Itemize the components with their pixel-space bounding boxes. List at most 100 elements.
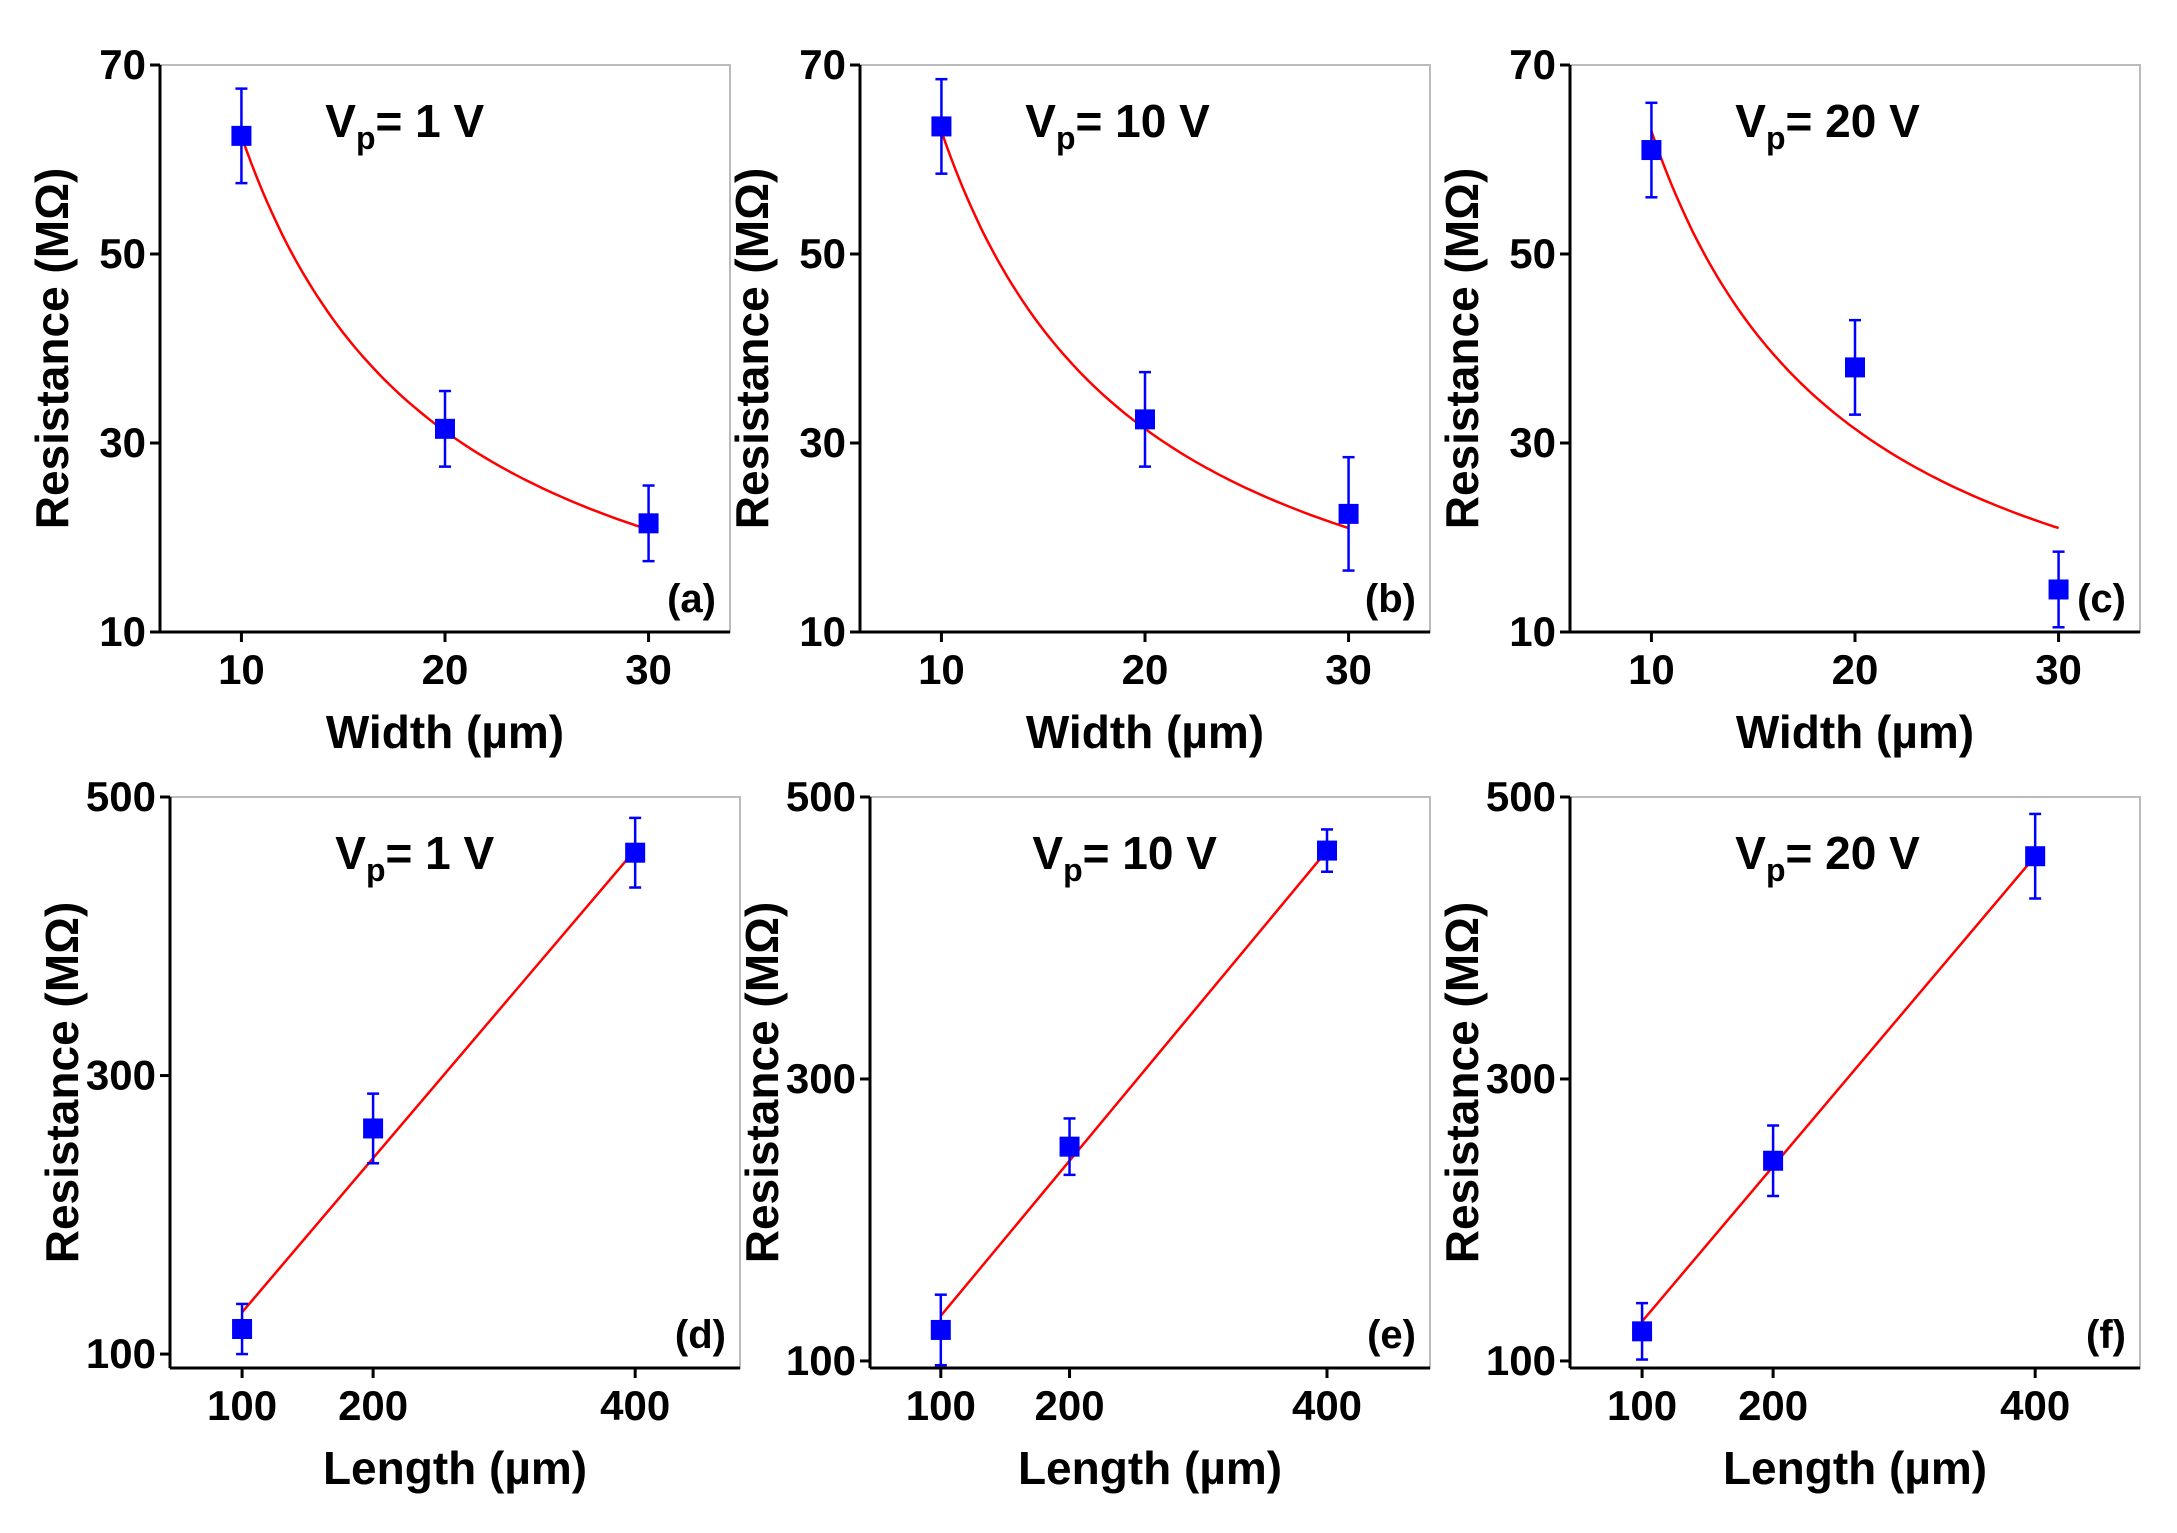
y-tick-label: 500 [786,773,856,820]
data-point [931,116,952,137]
y-tick-label: 10 [1509,608,1556,655]
y-tick-label: 50 [99,230,146,277]
y-tick-label: 70 [799,41,846,88]
voltage-annotation: Vp= 20 V [1735,95,1920,156]
x-tick-label: 10 [1628,646,1675,693]
y-axis-label: Resistance (MΩ) [726,168,778,530]
x-tick-label: 30 [1325,646,1372,693]
y-tick-label: 300 [1486,1055,1556,1102]
voltage-subscript: p [1063,852,1083,888]
data-point [435,418,455,439]
x-tick-label: 30 [625,646,672,693]
x-tick-label: 10 [918,646,965,693]
data-point [1059,1136,1080,1157]
fit-line [939,849,1328,1317]
panel-a: 10 30 50 70 10 20 30 Width (µm) Resistance (MΩ) V… [26,41,731,758]
x-tick-label: 200 [338,1382,408,1429]
data-point [1763,1150,1784,1171]
y-tick-label: 100 [1486,1337,1556,1384]
y-tick-label: 500 [1486,773,1556,820]
panel-c: 10 30 50 70 10 20 30 Width (µm) Resistance (MΩ) V… [1436,41,2141,758]
y-tick-label: 70 [99,41,146,88]
x-tick-label: 30 [2035,646,2082,693]
plot-frame [169,796,741,1369]
y-tick-label: 100 [86,1330,156,1377]
y-tick-label: 500 [86,773,156,820]
panel-label: (e) [1367,1313,1416,1357]
panel-label: (a) [667,577,716,621]
voltage-subscript: p [1766,120,1786,156]
panel-d: 100 300 500 100 200 400 Length (µm) Resistance … [36,773,741,1494]
data-point [1641,140,1662,161]
x-tick-label: 200 [1035,1382,1105,1429]
x-axis-label: Width (µm) [326,706,564,758]
fit-line [240,135,649,531]
voltage-value: = 20 V [1786,827,1921,879]
voltage-subscript: p [1766,852,1786,888]
voltage-subscript: p [366,852,386,888]
y-tick-label: 70 [1509,41,1556,88]
voltage-value: = 10 V [1076,95,1211,147]
data-point [1845,357,1865,378]
data-point [1632,1321,1653,1342]
plot-frame [859,64,1431,633]
data-point [1135,409,1155,430]
y-tick-label: 30 [99,419,146,466]
x-tick-label: 100 [1607,1382,1677,1429]
y-tick-label: 300 [86,1052,156,1099]
data-point [930,1319,951,1340]
voltage-value: = 1 V [376,95,485,147]
y-axis-label: Resistance (MΩ) [1436,168,1488,530]
voltage-symbol: V [1032,827,1063,879]
x-tick-label: 400 [1292,1382,1362,1429]
x-axis-label: Width (µm) [1026,706,1264,758]
panel-label: (c) [2077,577,2126,621]
voltage-annotation: Vp= 1 V [335,827,494,888]
data-point [232,1319,253,1340]
y-tick-label: 10 [799,608,846,655]
x-tick-label: 20 [1832,646,1879,693]
x-tick-label: 20 [422,646,469,693]
x-axis-label: Length (µm) [1723,1442,1987,1494]
panel-b: 10 30 50 70 10 20 30 Width (µm) Resistance (MΩ) V… [726,41,1431,758]
y-axis-label: Resistance (MΩ) [736,902,788,1264]
data-point [231,125,252,146]
x-axis-label: Length (µm) [323,1442,587,1494]
voltage-annotation: Vp= 10 V [1032,827,1217,888]
voltage-annotation: Vp= 1 V [325,95,484,156]
data-point [1317,840,1338,861]
plot-frame [1569,796,2141,1369]
y-tick-label: 300 [786,1055,856,1102]
voltage-annotation: Vp= 20 V [1735,827,1920,888]
data-point [2025,846,2046,867]
x-tick-label: 100 [207,1382,277,1429]
x-tick-label: 200 [1738,1382,1808,1429]
voltage-symbol: V [1025,95,1056,147]
voltage-symbol: V [335,827,366,879]
x-tick-label: 400 [600,1382,670,1429]
y-tick-label: 50 [799,230,846,277]
x-tick-label: 10 [218,646,265,693]
voltage-subscript: p [356,120,376,156]
data-point [1338,503,1359,524]
y-axis-label: Resistance (MΩ) [1436,902,1488,1264]
voltage-value: = 10 V [1083,827,1218,879]
data-point [625,842,646,863]
panel-label: (d) [675,1313,726,1357]
y-axis-label: Resistance (MΩ) [36,902,88,1264]
fit-line [1641,855,2037,1323]
data-point [2048,579,2069,600]
panel-label: (f) [2086,1313,2126,1357]
y-tick-label: 10 [99,608,146,655]
y-tick-label: 100 [786,1337,856,1384]
voltage-annotation: Vp= 10 V [1025,95,1210,156]
y-tick-label: 30 [799,419,846,466]
fit-line [241,849,637,1314]
data-point [638,513,659,534]
data-point [363,1118,384,1139]
voltage-symbol: V [1735,95,1766,147]
voltage-symbol: V [1735,827,1766,879]
fit-line [1650,130,2059,530]
